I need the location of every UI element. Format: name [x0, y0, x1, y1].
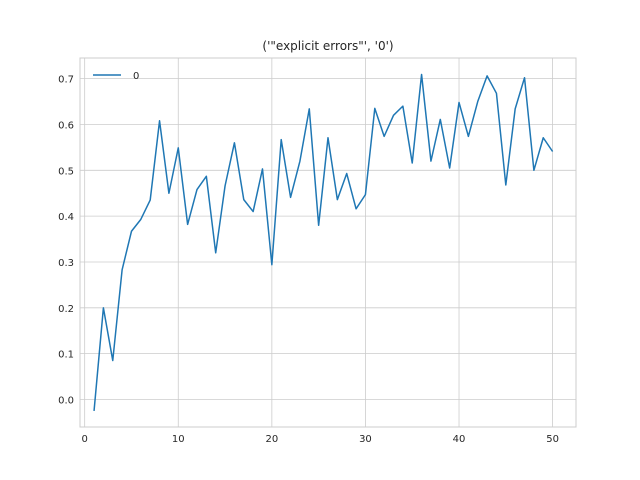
grid-lines [80, 58, 576, 427]
chart-title: ('"explicit errors"', '0') [262, 39, 393, 53]
x-tick-label: 30 [359, 434, 372, 445]
x-tick-label: 0 [81, 434, 87, 445]
y-tick-label: 0.3 [58, 258, 74, 269]
y-tick-label: 0.1 [58, 350, 74, 361]
x-tick-label: 20 [265, 434, 278, 445]
y-tick-label: 0.6 [58, 120, 74, 131]
axes-background [80, 58, 576, 427]
x-tick-label: 50 [546, 434, 559, 445]
series-line-0 [93, 73, 554, 412]
series-layer [93, 73, 554, 412]
y-tick-label: 0.4 [58, 212, 74, 223]
plot-area: 0 10 20 30 40 50 0.0 0.1 0.2 0.3 0.4 0.5 0.6 0.7 [58, 57, 577, 445]
y-tick-label: 0.2 [58, 304, 74, 315]
x-tick-label: 10 [172, 434, 185, 445]
axes-frame [79, 57, 577, 428]
x-tick-label: 40 [453, 434, 466, 445]
legend-label-0: 0 [133, 71, 139, 82]
y-tick-label: 0.7 [58, 75, 74, 86]
y-tick-label: 0.5 [58, 166, 74, 177]
tick-labels: 0 10 20 30 40 50 0.0 0.1 0.2 0.3 0.4 0.5 0.6 0.7 [58, 75, 559, 445]
legend: 0 [93, 71, 139, 82]
y-tick-label: 0.0 [58, 395, 74, 406]
